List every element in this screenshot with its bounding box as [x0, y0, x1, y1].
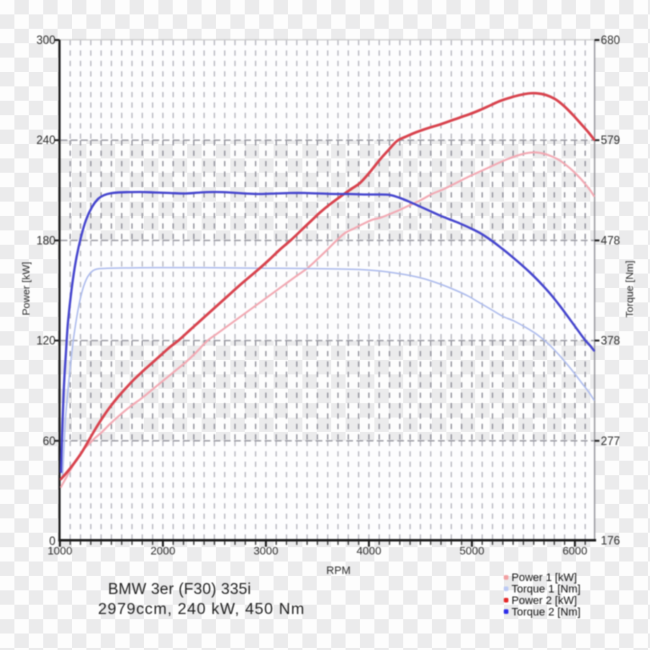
- svg-text:60: 60: [43, 436, 56, 448]
- svg-text:BMW 3er (F30) 335i: BMW 3er (F30) 335i: [108, 581, 251, 598]
- svg-text:Power [kW]: Power [kW]: [21, 262, 33, 316]
- svg-text:Power 1 [kW]: Power 1 [kW]: [512, 572, 577, 584]
- svg-text:176: 176: [601, 536, 620, 548]
- svg-text:277: 277: [601, 436, 620, 448]
- svg-text:378: 378: [601, 336, 620, 348]
- svg-text:680: 680: [601, 35, 620, 47]
- svg-text:300: 300: [36, 35, 55, 47]
- svg-text:3000: 3000: [253, 546, 278, 558]
- svg-text:478: 478: [601, 235, 620, 247]
- svg-text:0: 0: [49, 536, 55, 548]
- svg-text:240: 240: [36, 135, 55, 147]
- svg-text:4000: 4000: [356, 546, 381, 558]
- svg-text:2979ccm, 240 kW, 450 Nm: 2979ccm, 240 kW, 450 Nm: [98, 601, 305, 618]
- svg-text:Torque 1 [Nm]: Torque 1 [Nm]: [512, 584, 581, 596]
- svg-text:120: 120: [36, 336, 55, 348]
- svg-text:180: 180: [36, 235, 55, 247]
- svg-text:RPM: RPM: [326, 565, 350, 577]
- svg-text:6000: 6000: [562, 546, 587, 558]
- svg-text:Torque [Nm]: Torque [Nm]: [624, 260, 636, 317]
- svg-text:2000: 2000: [150, 546, 175, 558]
- svg-text:5000: 5000: [459, 546, 484, 558]
- svg-text:579: 579: [601, 135, 620, 147]
- svg-text:Torque 2 [Nm]: Torque 2 [Nm]: [512, 606, 581, 618]
- svg-text:Power 2 [kW]: Power 2 [kW]: [512, 595, 577, 607]
- svg-text:1000: 1000: [47, 546, 72, 558]
